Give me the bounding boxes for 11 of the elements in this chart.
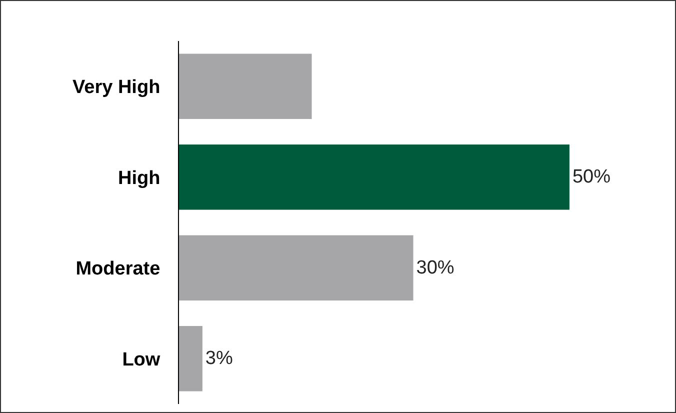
data-label: 30% bbox=[416, 257, 454, 278]
y-tick-label: High bbox=[118, 168, 160, 189]
y-tick-label: Moderate bbox=[76, 258, 160, 280]
bar bbox=[179, 54, 312, 120]
bar bbox=[179, 326, 202, 392]
bar bbox=[179, 144, 570, 210]
y-tick-label: Very High bbox=[72, 77, 160, 98]
bar bbox=[179, 235, 414, 301]
y-tick-label: Low bbox=[122, 349, 160, 370]
data-label: 50% bbox=[572, 166, 611, 188]
data-label: 3% bbox=[205, 348, 233, 370]
